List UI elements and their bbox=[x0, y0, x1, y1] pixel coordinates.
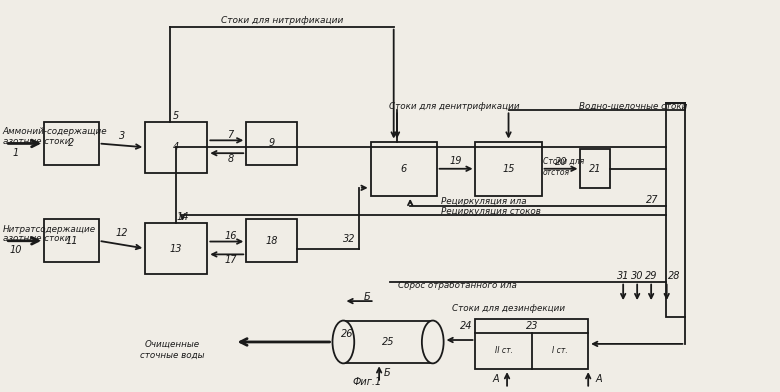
Text: 20: 20 bbox=[555, 157, 567, 167]
Text: 11: 11 bbox=[65, 236, 77, 246]
Text: Б: Б bbox=[384, 368, 390, 378]
Text: 31: 31 bbox=[617, 271, 629, 281]
Text: 21: 21 bbox=[589, 164, 601, 174]
Text: азотные стоки: азотные стоки bbox=[3, 137, 70, 146]
Text: А: А bbox=[596, 374, 603, 384]
Text: 9: 9 bbox=[268, 138, 275, 149]
Text: 14: 14 bbox=[176, 212, 189, 222]
Text: I ст.: I ст. bbox=[552, 347, 568, 356]
Text: 6: 6 bbox=[400, 164, 406, 174]
Text: 27: 27 bbox=[646, 195, 658, 205]
Text: Сброс отработанного ила: Сброс отработанного ила bbox=[398, 281, 517, 290]
Bar bbox=[343, 321, 433, 363]
Text: 2: 2 bbox=[68, 138, 74, 149]
Bar bbox=[246, 220, 296, 262]
Bar bbox=[666, 103, 686, 317]
Text: 12: 12 bbox=[115, 228, 128, 238]
Text: 18: 18 bbox=[265, 236, 278, 246]
Text: Рециркуляция стоков: Рециркуляция стоков bbox=[441, 207, 541, 216]
Bar bbox=[476, 142, 541, 196]
Bar bbox=[370, 142, 437, 196]
Text: 25: 25 bbox=[381, 337, 395, 347]
Text: 24: 24 bbox=[460, 321, 473, 331]
Text: Стоки для нитрификации: Стоки для нитрификации bbox=[221, 16, 343, 25]
Bar bbox=[246, 122, 296, 165]
Text: 29: 29 bbox=[645, 271, 658, 281]
Text: 8: 8 bbox=[228, 154, 234, 164]
Text: 10: 10 bbox=[9, 245, 22, 256]
Text: 30: 30 bbox=[631, 271, 644, 281]
Text: Аммоний-содержащие: Аммоний-содержащие bbox=[3, 127, 108, 136]
Bar bbox=[476, 319, 588, 369]
Text: 5: 5 bbox=[173, 111, 179, 121]
Text: 17: 17 bbox=[225, 255, 237, 265]
Text: Нитратсодержащие: Нитратсодержащие bbox=[3, 225, 96, 234]
Text: Б: Б bbox=[363, 292, 370, 302]
Bar bbox=[44, 220, 98, 262]
Text: Стоки для дезинфекции: Стоки для дезинфекции bbox=[452, 304, 566, 313]
Text: А: А bbox=[493, 374, 499, 384]
Text: азотные стоки: азотные стоки bbox=[3, 234, 70, 243]
Text: 32: 32 bbox=[343, 234, 356, 244]
Ellipse shape bbox=[422, 321, 444, 363]
Text: 28: 28 bbox=[668, 271, 681, 281]
Text: 26: 26 bbox=[341, 329, 353, 339]
Text: 23: 23 bbox=[526, 321, 538, 331]
Text: 16: 16 bbox=[225, 231, 237, 241]
Text: II ст.: II ст. bbox=[495, 347, 512, 356]
Text: 3: 3 bbox=[119, 131, 125, 141]
Bar bbox=[44, 122, 98, 165]
Text: Водно-щелочные стоки: Водно-щелочные стоки bbox=[579, 102, 687, 111]
Bar bbox=[580, 149, 610, 188]
Bar bbox=[145, 122, 207, 172]
Text: Стоки для
отстоя: Стоки для отстоя bbox=[543, 157, 584, 176]
Text: Очищенные
сточные воды: Очищенные сточные воды bbox=[140, 340, 204, 359]
Text: Фиг.1: Фиг.1 bbox=[352, 377, 381, 387]
Bar bbox=[145, 223, 207, 274]
Text: 4: 4 bbox=[173, 142, 179, 152]
Text: 19: 19 bbox=[450, 156, 463, 166]
Text: 1: 1 bbox=[12, 148, 19, 158]
Text: Стоки для денитрификации: Стоки для денитрификации bbox=[389, 102, 519, 111]
Text: 7: 7 bbox=[228, 129, 234, 140]
Ellipse shape bbox=[332, 321, 354, 363]
Text: Рециркуляция ила: Рециркуляция ила bbox=[441, 197, 526, 206]
Text: 15: 15 bbox=[502, 164, 515, 174]
Text: 13: 13 bbox=[170, 243, 183, 254]
